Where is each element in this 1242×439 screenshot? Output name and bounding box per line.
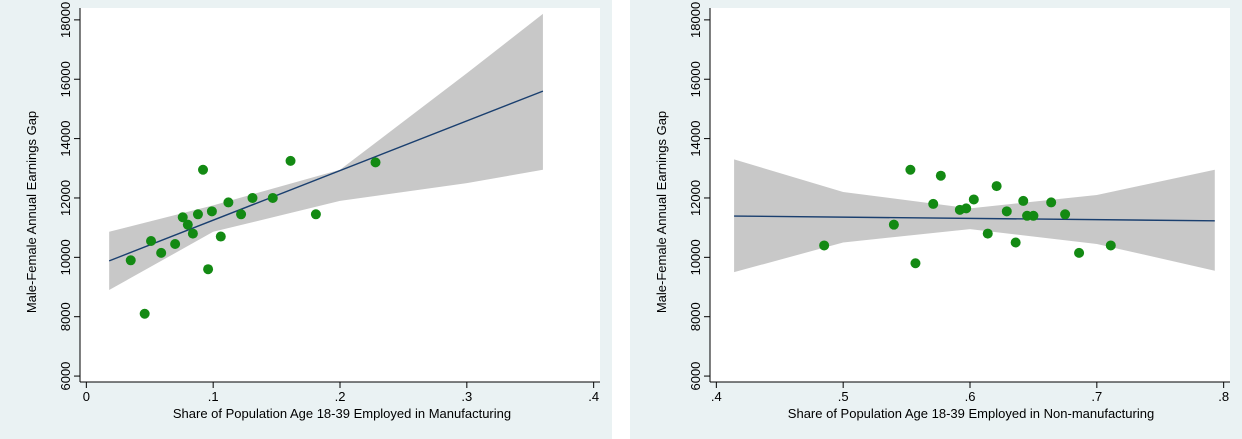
x-tick-label: .2 xyxy=(335,389,346,404)
x-tick-label: .7 xyxy=(1091,389,1102,404)
y-tick-label: 12000 xyxy=(58,180,73,216)
data-point xyxy=(1074,247,1085,258)
data-point xyxy=(1060,209,1071,220)
data-point xyxy=(267,192,278,203)
data-point xyxy=(982,228,993,239)
x-tick-label: .4 xyxy=(711,389,722,404)
data-point xyxy=(935,170,946,181)
y-tick-label: 14000 xyxy=(688,121,703,157)
data-point xyxy=(819,240,830,251)
data-point xyxy=(910,258,921,269)
data-point xyxy=(182,219,193,230)
y-tick-label: 8000 xyxy=(688,302,703,331)
fit-line xyxy=(734,215,1215,222)
y-tick-label: 18000 xyxy=(688,2,703,38)
left-chart-panel: 6000 8000 10000 12000 14000 16000 18000 0 .1 .2 .3… xyxy=(0,0,612,439)
data-point xyxy=(1001,206,1012,217)
x-axis-title: Share of Population Age 18-39 Employed i… xyxy=(788,406,1154,421)
right-chart: 6000 8000 10000 12000 14000 16000 18000 .4 .5 .6.… xyxy=(654,2,1230,421)
data-point xyxy=(223,197,234,208)
y-tick-label: 14000 xyxy=(58,121,73,157)
data-point xyxy=(1105,240,1116,251)
y-axis-title: Male-Female Annual Earnings Gap xyxy=(654,111,669,313)
right-chart-panel: 6000 8000 10000 12000 14000 16000 18000 .4 .5 .6.… xyxy=(630,0,1242,439)
x-tick-label: 0 xyxy=(83,389,90,404)
data-point xyxy=(1028,210,1039,221)
x-tick-label: .4 xyxy=(588,389,599,404)
data-point xyxy=(236,209,247,220)
x-tick-label: .1 xyxy=(208,389,219,404)
left-chart: 6000 8000 10000 12000 14000 16000 18000 0 .1 .2 .3… xyxy=(24,2,600,421)
y-tick-label: 10000 xyxy=(688,239,703,275)
fit-line xyxy=(108,90,544,262)
data-point xyxy=(1018,195,1029,206)
data-point xyxy=(888,219,899,230)
data-point xyxy=(247,192,258,203)
data-point xyxy=(991,181,1002,192)
x-tick-label: .5 xyxy=(838,389,849,404)
data-point xyxy=(370,157,381,168)
y-tick-label: 6000 xyxy=(58,362,73,391)
y-tick-label: 10000 xyxy=(58,239,73,275)
data-point xyxy=(203,264,214,275)
data-point xyxy=(187,228,198,239)
data-point xyxy=(192,209,203,220)
data-point xyxy=(146,236,157,247)
y-tick-label: 16000 xyxy=(58,61,73,97)
data-point xyxy=(1046,197,1057,208)
y-tick-label: 6000 xyxy=(688,362,703,391)
x-tick-label: .8 xyxy=(1218,389,1229,404)
confidence-band xyxy=(734,159,1215,273)
data-point xyxy=(310,209,321,220)
data-point xyxy=(177,212,188,223)
confidence-band xyxy=(109,13,543,290)
data-point xyxy=(961,203,972,214)
data-point xyxy=(285,155,296,166)
y-tick-label: 18000 xyxy=(58,2,73,38)
x-axis-title: Share of Population Age 18-39 Employed i… xyxy=(173,406,511,421)
data-point xyxy=(215,231,226,242)
data-point xyxy=(206,206,217,217)
data-point xyxy=(125,255,136,266)
data-point xyxy=(198,164,209,175)
data-point xyxy=(905,164,916,175)
data-point xyxy=(968,194,979,205)
data-point xyxy=(1010,237,1021,248)
x-tick-label: .3 xyxy=(461,389,472,404)
y-tick-label: 16000 xyxy=(688,61,703,97)
y-tick-label: 12000 xyxy=(688,180,703,216)
data-point xyxy=(928,198,939,209)
y-tick-label: 8000 xyxy=(58,302,73,331)
data-point xyxy=(170,238,181,249)
data-point xyxy=(156,247,167,258)
data-point xyxy=(139,308,150,319)
y-axis-title: Male-Female Annual Earnings Gap xyxy=(24,111,39,313)
x-tick-label: .6 xyxy=(965,389,976,404)
